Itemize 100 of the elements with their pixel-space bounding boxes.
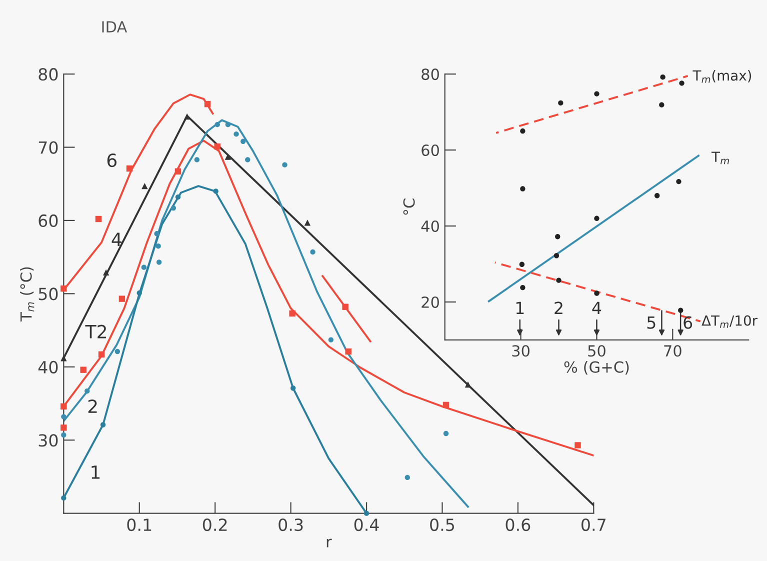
annotation: 4 [112,232,122,246]
point [114,348,120,354]
point [100,422,106,428]
y-tick-label: 60 [38,214,58,228]
y-tick-label: 40 [421,220,439,232]
annotation: 4 [592,302,602,314]
point [156,244,161,249]
point [245,157,250,162]
y-axis-title: T$_{m}$ (°C) [20,267,34,322]
point [60,285,67,292]
x-axis-title: % (G+C) [564,361,629,375]
point [126,165,133,172]
point [290,386,296,391]
point [660,74,666,80]
point [102,269,110,276]
point [170,205,176,211]
point [204,100,211,108]
point [224,154,232,160]
point [594,290,600,296]
point [213,188,218,194]
y-tick-label: 40 [38,360,58,374]
annotation: ΔT$_{m}$/10r [702,315,758,328]
point [364,510,370,516]
point [443,430,449,436]
x-tick-label: 50 [588,345,606,357]
point [234,131,239,137]
x-tick-label: 70 [664,345,682,357]
point [194,157,200,162]
point [289,310,296,317]
annotation: 2 [88,399,97,413]
point [442,402,450,408]
x-tick-label: 0.7 [582,518,606,532]
point [282,162,288,168]
point [678,308,684,313]
point [554,253,560,258]
annotation: 6 [107,153,116,168]
point [304,220,311,226]
annotation: 1 [516,302,524,314]
x-tick-label: 0.2 [202,518,227,532]
annotation: T2 [85,324,106,338]
point [520,284,526,290]
y-tick-label: 70 [38,141,58,154]
point [594,91,600,96]
point [594,216,600,222]
x-tick-label: 0.6 [506,518,530,532]
point [574,442,581,448]
point [520,128,526,134]
point [61,495,66,501]
point [342,304,348,310]
y-tick-label: 30 [38,434,58,447]
point [60,355,67,362]
point [654,193,660,198]
point [84,388,90,394]
point [98,351,105,358]
point [80,366,86,373]
point [520,186,526,192]
y-tick-label: 50 [38,288,58,300]
x-tick-label: 30 [512,345,530,357]
point [659,102,664,108]
x-axis-title: r [326,538,332,548]
point [556,278,562,283]
point [214,143,220,150]
x-tick-label: 0.3 [278,518,303,532]
x-tick-label: 0.1 [127,518,152,532]
point [404,474,410,480]
line-series [64,119,469,508]
point [555,234,560,240]
point [214,122,220,128]
annotation: T$_{m}$ [711,152,729,164]
point [61,432,66,438]
point [118,296,126,302]
y-tick-label: 80 [38,68,58,81]
point [142,182,148,190]
point [240,138,246,144]
point [676,178,682,184]
point [174,168,182,175]
point [225,122,231,128]
point [184,113,190,120]
point [175,194,181,200]
point [679,80,684,86]
point [61,414,66,420]
y-tick-label: 60 [422,144,439,156]
point [60,403,67,410]
x-tick-label: 0.5 [430,518,454,532]
annotation: T$_{m}$(max) [692,70,752,83]
point [141,264,147,270]
point [95,216,102,222]
point [310,249,316,255]
point [519,262,525,267]
point [328,337,334,342]
annotation: 1 [92,466,100,479]
annotation: 2 [554,302,562,314]
point [60,424,67,431]
y-axis-title: °C [403,198,415,215]
annotation: 6 [684,316,692,329]
point [464,381,472,388]
point [345,348,352,355]
y-tick-label: 80 [422,68,439,80]
point [136,290,142,296]
point [156,260,162,265]
